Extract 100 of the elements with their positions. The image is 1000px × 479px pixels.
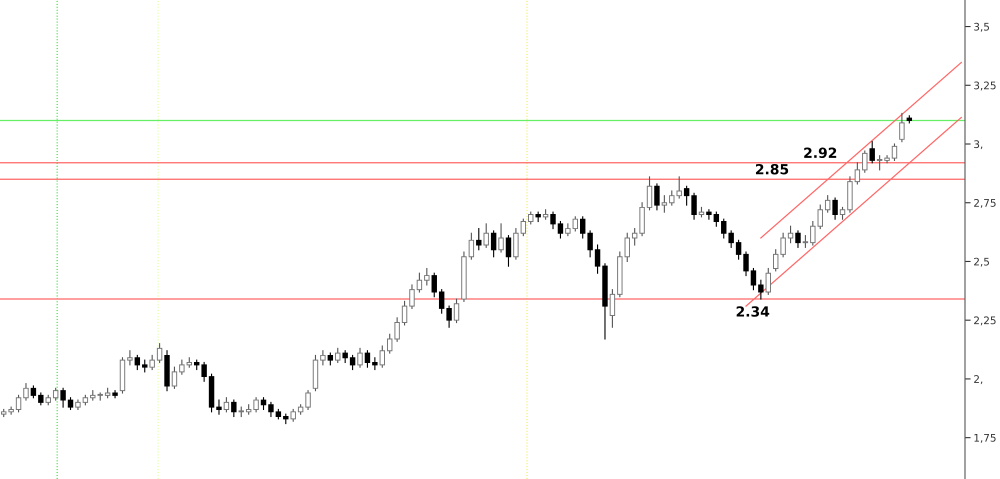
candlestick [854,162,860,184]
candlestick [528,212,534,224]
candlestick [736,240,742,260]
candlestick [468,232,474,260]
candlestick [231,400,237,418]
candlestick [82,394,88,406]
candlestick [624,232,630,262]
candlestick [520,218,526,236]
candlestick [795,230,801,248]
candlestick [780,232,786,258]
candlestick [580,216,586,239]
candlestick [380,345,385,368]
candlestick [179,360,185,375]
candlestick [335,348,340,364]
candlestick [862,150,868,173]
candlestick [298,404,304,415]
candlestick [513,228,519,260]
candlestick [498,223,504,253]
candlestick [484,223,489,248]
y-tick-label: 3,25 [974,82,996,90]
candlestick [149,354,155,370]
candlestick [134,354,140,370]
candlestick [394,317,400,342]
candlestick [253,397,259,412]
candlestick [357,348,363,368]
candlestick [432,272,437,298]
candlestick [246,404,252,415]
candlestick [721,218,726,239]
candlestick [38,392,44,406]
candlestick [23,383,29,401]
candlestick [454,298,460,324]
candlestick [662,195,668,213]
candlestick [810,220,816,246]
candlestick [506,235,512,267]
candlestick [194,360,200,370]
y-tick-label: 2,25 [974,316,996,326]
candlestick [892,143,898,162]
y-tick-label: 3,5 [974,22,989,32]
candlestick [899,112,905,142]
candlestick [446,306,452,328]
candlestick [870,141,875,164]
candlestick [387,334,392,354]
candlestick [156,343,162,364]
candlestick [587,230,593,258]
candlestick [818,204,823,230]
candlestick [766,268,771,295]
candlestick [238,406,244,418]
candlestick [98,392,103,401]
candlestick [268,402,274,418]
candlestick [565,223,571,236]
candlestick [127,350,133,366]
candlestick [290,408,296,422]
candlestick [632,228,638,246]
candlestick [706,209,712,220]
y-tick-label: 2, [974,375,982,384]
candlestick [416,272,422,293]
candlestick [542,209,548,220]
candlestick [669,190,674,206]
candlestick [490,230,496,258]
ref-line-label: 2.92 [804,148,836,158]
candlestick [30,385,36,398]
candlestick [610,289,616,328]
y-tick-label: 3, [974,140,982,150]
y-tick-label: 1,75 [974,434,996,443]
candlestick [646,176,652,210]
candlestick [90,390,96,401]
candlestick [276,408,282,420]
candlestick [535,212,541,222]
candlestick [876,155,882,170]
candlestick [52,388,58,401]
candlestick [698,206,704,218]
candlestick [68,397,74,410]
candlestick [788,226,794,244]
ref-line-label: 2.85 [756,164,788,174]
candlestick [714,212,720,227]
candlestick [16,394,22,412]
candlestick [684,186,690,206]
candlestick [1,408,6,418]
candlestick [142,360,148,372]
candlestick [594,244,600,274]
candlestick [728,230,734,248]
candlestick [328,352,334,366]
candlestick [424,268,430,286]
candlestick [676,176,682,199]
candlestick [743,252,749,276]
candlestick [372,357,378,370]
candlestick [46,394,51,406]
candlestick [201,362,207,382]
candlestick [550,212,556,230]
candlestick [305,390,311,410]
candlestick [691,192,697,220]
candlestick [320,350,326,366]
candlestick [824,195,830,213]
candlestick [802,235,808,248]
candlestick [476,228,482,250]
candlestick [438,289,444,314]
candlestick [60,388,66,408]
candlestick [572,216,578,232]
candlestick [758,280,764,300]
candlestick [342,350,348,364]
